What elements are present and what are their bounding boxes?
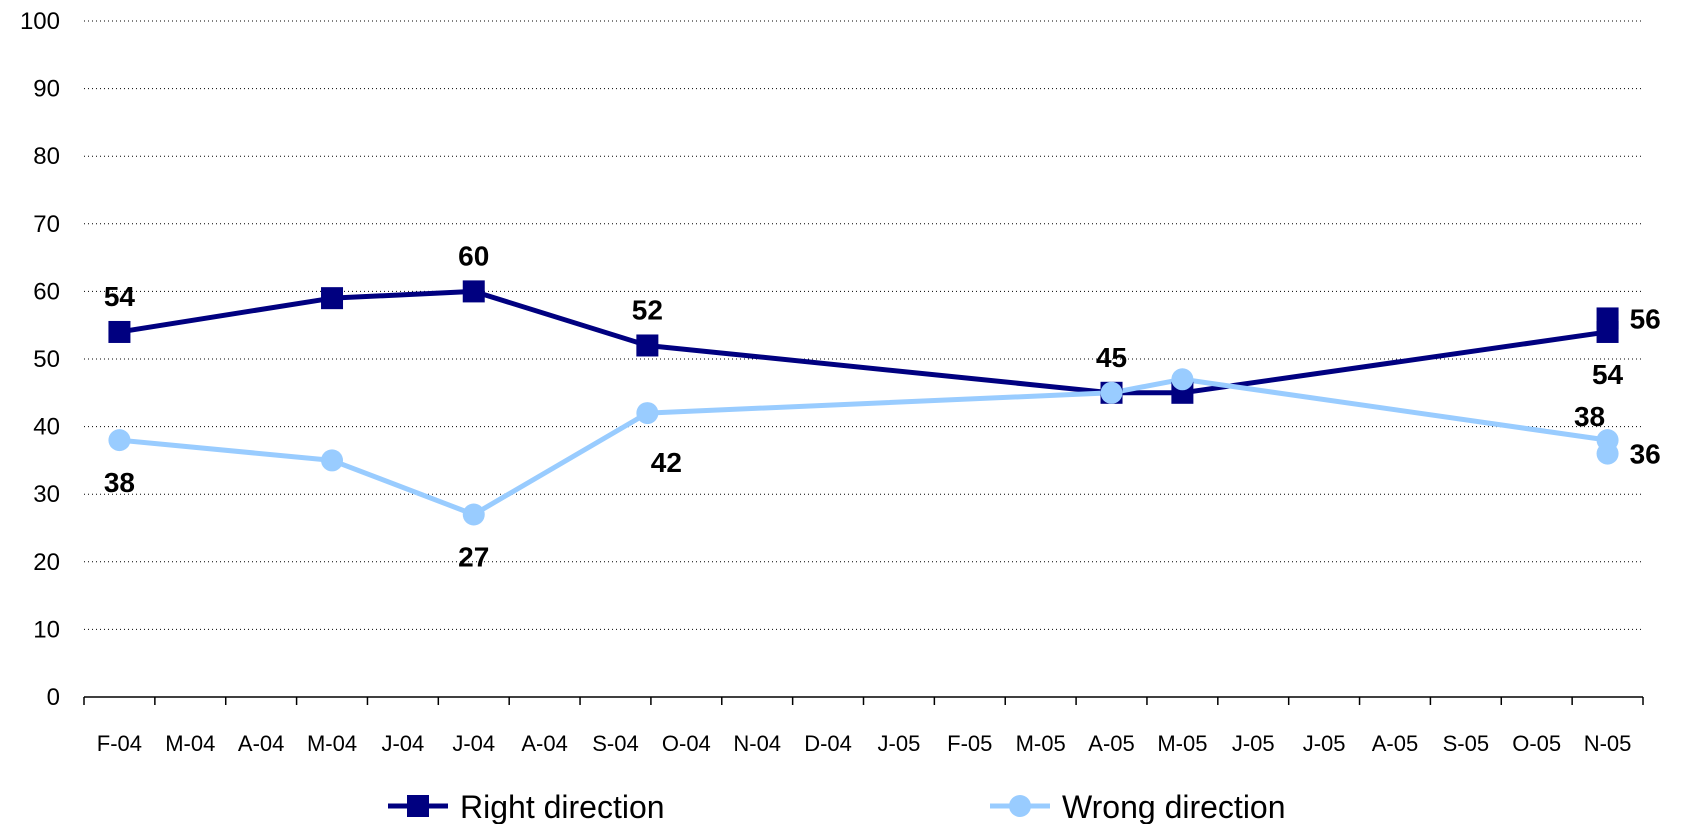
data-label: 54 [1592,359,1624,390]
x-tick-label: N-05 [1584,731,1632,756]
x-tick-label: J-04 [452,731,495,756]
x-tick-label: J-05 [1232,731,1275,756]
series-markers [108,280,1619,526]
x-tick-label: M-04 [165,731,215,756]
x-axis: F-04 M-04 A-04 M-04 J-04 J-04 A-04 S-04 O-04 N-04… [83,696,1644,756]
data-point [1100,381,1123,404]
y-tick-label: 50 [33,346,60,373]
data-point [108,320,131,343]
y-tick-label: 90 [33,76,60,103]
x-tick-label: A-04 [238,731,284,756]
y-tick-label: 80 [33,143,60,170]
data-point [636,334,659,357]
x-tick-label: A-05 [1088,731,1134,756]
data-label: 36 [1630,439,1661,470]
x-tick-label: J-04 [381,731,424,756]
x-tick-label: O-05 [1512,731,1561,756]
y-tick-label: 20 [33,549,60,576]
x-tick-label: M-04 [307,731,357,756]
y-tick-label: 30 [33,481,60,508]
data-label: 38 [104,467,135,498]
data-point [321,287,344,310]
legend-label: Wrong direction [1062,789,1286,824]
y-tick-label: 100 [20,8,60,35]
y-axis: 0 10 20 30 40 50 60 70 80 90 100 [20,8,60,711]
gridlines [84,20,1643,630]
data-label: 38 [1574,401,1605,432]
y-tick-label: 40 [33,414,60,441]
x-tick-label: S-05 [1443,731,1489,756]
x-tick-label: S-04 [592,731,638,756]
data-label: 54 [104,281,136,312]
y-tick-label: 10 [33,616,60,643]
data-label: 27 [458,541,489,572]
x-tick-label: M-05 [1157,731,1207,756]
x-tick-label: A-04 [521,731,567,756]
legend: Right direction Wrong direction [388,789,1286,824]
x-tick-label: M-05 [1016,731,1066,756]
x-tick-label: D-04 [804,731,852,756]
data-point [321,449,344,472]
legend-marker [1009,795,1031,817]
series-lines [119,288,1611,517]
data-point [1596,442,1619,465]
series-line-wrong-direction [119,376,1611,517]
data-point [636,402,659,425]
data-label: 56 [1630,303,1661,334]
data-point [108,429,131,452]
legend-marker [407,795,429,817]
x-tick-label: F-04 [97,731,142,756]
y-tick-label: 70 [33,211,60,238]
x-tick-label: J-05 [1303,731,1346,756]
data-label: 45 [1096,342,1127,373]
legend-item: Right direction [388,789,665,824]
x-tick-label: N-04 [733,731,781,756]
data-point [462,503,485,526]
data-point [1596,307,1619,330]
legend-item: Wrong direction [990,789,1286,824]
x-tick-label: J-05 [878,731,921,756]
data-label: 42 [651,447,682,478]
x-tick-label: A-05 [1372,731,1418,756]
y-tick-label: 60 [33,278,60,305]
y-tick-label: 0 [47,684,60,711]
x-tick-label: O-04 [662,731,711,756]
data-label: 60 [458,240,489,271]
x-tick-label: F-05 [947,731,992,756]
data-point [462,280,485,303]
data-label: 52 [632,294,663,325]
series-line-right-direction [119,288,1611,396]
data-point [1171,368,1194,391]
legend-label: Right direction [460,789,665,824]
